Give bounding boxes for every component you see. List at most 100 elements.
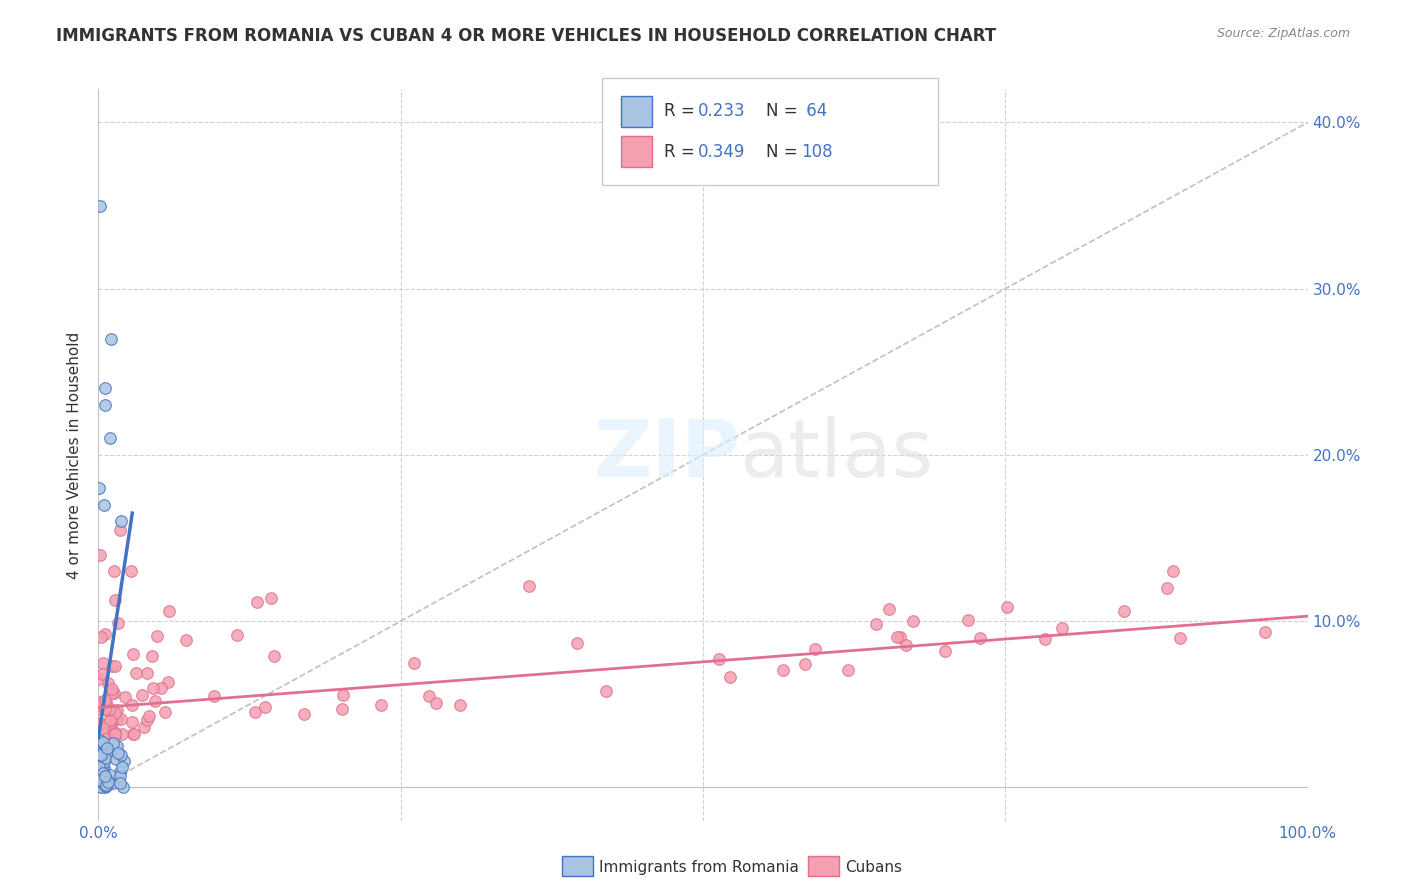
Point <box>89 732 111 747</box>
Point <box>97 703 120 717</box>
Point <box>104 728 127 742</box>
Point <box>90 754 112 768</box>
Point <box>1156 581 1178 595</box>
Point <box>889 630 911 644</box>
Point <box>100 714 122 729</box>
Point <box>565 636 588 650</box>
Point <box>110 515 132 529</box>
Point <box>108 769 131 783</box>
Point <box>103 724 125 739</box>
Point <box>146 629 169 643</box>
Point <box>865 616 887 631</box>
Point <box>104 659 127 673</box>
Point <box>94 751 117 765</box>
Point <box>1254 624 1277 639</box>
Point <box>101 776 124 790</box>
Point <box>114 690 136 705</box>
Point <box>101 703 124 717</box>
Point <box>174 633 197 648</box>
Point <box>292 706 315 721</box>
Point <box>135 714 157 728</box>
Text: R =: R = <box>664 143 700 161</box>
Point <box>90 760 112 774</box>
Point <box>243 705 266 719</box>
Point <box>122 727 145 741</box>
Point <box>90 773 112 788</box>
Point <box>111 760 134 774</box>
Point <box>1168 631 1191 645</box>
Point <box>89 695 111 709</box>
Point <box>87 481 110 495</box>
Point <box>370 698 392 713</box>
Point <box>91 721 114 735</box>
Point <box>97 775 120 789</box>
Point <box>718 670 741 684</box>
Point <box>91 657 114 671</box>
Point <box>101 659 124 673</box>
Point <box>121 698 143 712</box>
Point <box>122 726 145 740</box>
Point <box>110 712 132 726</box>
Point <box>90 780 112 794</box>
Point <box>104 727 127 741</box>
Point <box>90 701 112 715</box>
Point <box>89 772 111 787</box>
Point <box>93 717 115 731</box>
Text: Cubans: Cubans <box>845 861 903 875</box>
Point <box>100 681 122 696</box>
Text: 0.233: 0.233 <box>697 103 745 120</box>
Point <box>101 736 124 750</box>
Point <box>104 706 127 720</box>
Point <box>138 708 160 723</box>
Point <box>103 685 125 699</box>
Point <box>110 523 132 537</box>
Point <box>98 767 121 781</box>
Point <box>142 681 165 696</box>
Point <box>254 699 277 714</box>
Text: 0.349: 0.349 <box>697 143 745 161</box>
Point <box>89 767 111 781</box>
Point <box>104 711 127 725</box>
Point <box>595 683 617 698</box>
Point <box>89 716 111 731</box>
Point <box>96 779 118 793</box>
Point <box>87 718 110 732</box>
Point <box>98 702 121 716</box>
Point <box>90 747 112 762</box>
Point <box>105 712 128 726</box>
Point <box>772 663 794 677</box>
Point <box>449 698 471 712</box>
Text: Immigrants from Romania: Immigrants from Romania <box>599 861 799 875</box>
Point <box>141 648 163 663</box>
Point <box>89 760 111 774</box>
Point <box>89 778 111 792</box>
Text: Source: ZipAtlas.com: Source: ZipAtlas.com <box>1216 27 1350 40</box>
Point <box>1161 564 1184 578</box>
Point <box>995 600 1018 615</box>
Point <box>332 688 354 702</box>
Point <box>96 778 118 792</box>
Text: R =: R = <box>664 103 700 120</box>
Point <box>793 657 815 671</box>
Point <box>837 663 859 677</box>
Point <box>89 779 111 793</box>
Point <box>103 564 125 578</box>
Point <box>202 690 225 704</box>
Point <box>100 686 122 700</box>
Point <box>94 769 117 783</box>
Point <box>97 676 120 690</box>
Point <box>93 774 115 789</box>
Point <box>100 332 122 346</box>
Point <box>246 595 269 609</box>
Point <box>89 772 111 786</box>
Point <box>107 616 129 631</box>
Point <box>96 741 118 756</box>
Point <box>934 644 956 658</box>
Point <box>93 777 115 791</box>
Point <box>89 747 111 762</box>
Point <box>91 666 114 681</box>
Point <box>425 696 447 710</box>
Point <box>517 579 540 593</box>
Text: N =: N = <box>766 103 803 120</box>
Point <box>104 726 127 740</box>
